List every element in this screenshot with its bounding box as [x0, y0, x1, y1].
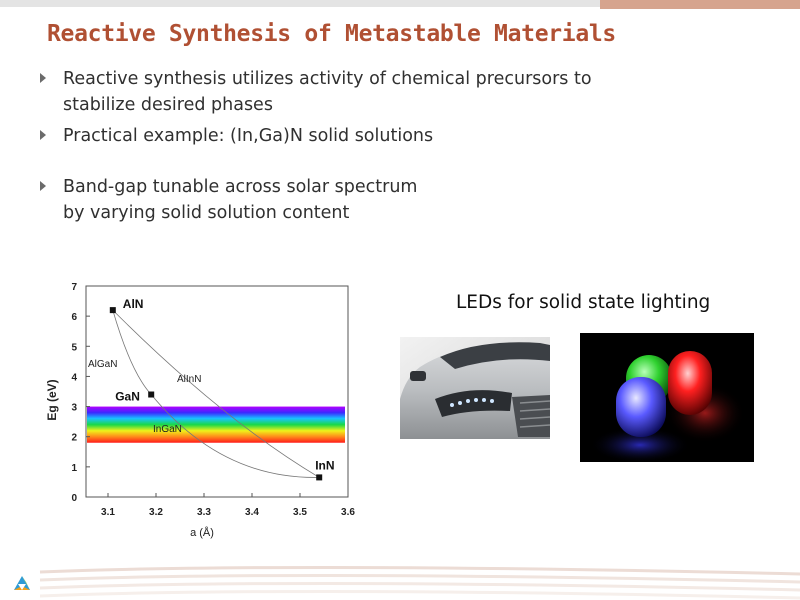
top-grey-stripe — [0, 0, 600, 7]
point-label-gan: GaN — [115, 390, 140, 404]
rgb-leds-photo — [580, 333, 754, 462]
x-tick-label: 3.4 — [245, 507, 259, 518]
point-label-inn: InN — [315, 458, 334, 472]
y-tick-label: 4 — [71, 372, 77, 383]
bullet-2-line-1: Practical example: (In,Ga)N solid soluti… — [63, 126, 434, 146]
alinn-curve — [112, 309, 320, 478]
x-axis-label: a (Å) — [190, 526, 214, 539]
y-tick-label: 1 — [71, 463, 77, 474]
car-headlight-photo — [400, 337, 550, 439]
plot-frame — [85, 285, 349, 498]
bullet-1-line-2: stabilize desired phases — [63, 95, 273, 115]
y-tick-label: 3 — [71, 403, 77, 414]
y-tick-label: 5 — [71, 342, 77, 353]
x-tick-label: 3.6 — [341, 507, 355, 518]
triangle-bullet-icon — [40, 130, 46, 140]
ingan-curve — [150, 394, 320, 478]
solar-spectrum-band — [87, 406, 345, 443]
x-tick-label: 3.3 — [197, 507, 211, 518]
footer-decoration — [14, 565, 800, 600]
point-aln — [109, 307, 116, 314]
y-tick-label: 6 — [71, 312, 77, 323]
point-label-aln: AlN — [123, 297, 144, 311]
algan-curve — [112, 310, 152, 395]
alinn-label: AlInN — [177, 374, 201, 385]
ingan-label: InGaN — [153, 424, 182, 435]
x-tick-label: 3.2 — [149, 507, 163, 518]
point-inn — [316, 474, 323, 481]
slide-title: Reactive Synthesis of Metastable Materia… — [47, 21, 616, 47]
y-axis-ticks: 0 1 2 3 4 5 6 7 — [71, 282, 90, 504]
institution-logo-icon — [14, 576, 30, 590]
y-tick-label: 7 — [71, 282, 77, 293]
x-tick-label: 3.1 — [101, 507, 115, 518]
triangle-bullet-icon — [40, 73, 46, 83]
y-tick-label: 0 — [71, 493, 77, 504]
algan-label: AlGaN — [88, 359, 117, 370]
point-gan — [148, 391, 155, 398]
x-tick-label: 3.5 — [293, 507, 307, 518]
x-axis-ticks: 3.1 3.2 3.3 3.4 3.5 3.6 — [101, 493, 355, 518]
data-points: AlN GaN InN — [109, 297, 335, 481]
bullet-1-line-1: Reactive synthesis utilizes activity of … — [63, 69, 592, 89]
top-orange-stripe — [600, 0, 800, 9]
top-accent-bar — [0, 0, 800, 10]
triangle-bullet-icon — [40, 181, 46, 191]
bandgap-chart: 3.1 3.2 3.3 3.4 3.5 3.6 0 1 2 3 4 5 6 7 AlN GaN InN Al… — [45, 282, 355, 539]
bullet-3-line-1: Band-gap tunable across solar spectrum — [63, 177, 418, 197]
leds-caption: LEDs for solid state lighting — [456, 292, 711, 313]
y-axis-label: Eg (eV) — [45, 379, 59, 420]
bullet-3-line-2: by varying solid solution content — [63, 203, 350, 223]
y-tick-label: 2 — [71, 433, 77, 444]
